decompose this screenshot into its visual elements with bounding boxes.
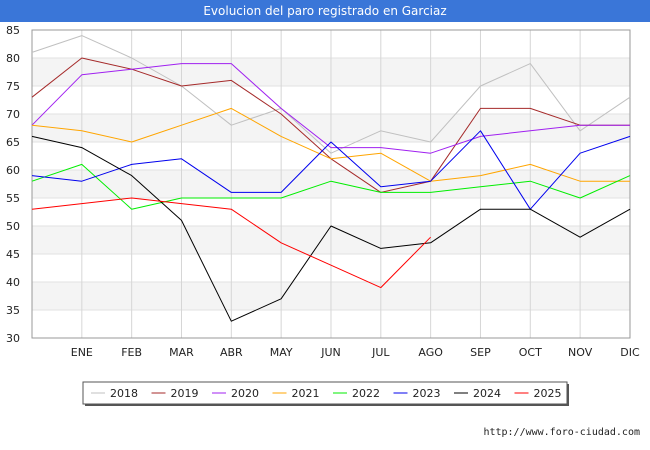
series-line-2020 xyxy=(31,63,630,154)
y-tick-label: 75 xyxy=(6,80,20,93)
legend-label: 2024 xyxy=(473,387,501,400)
legend-label: 2019 xyxy=(171,387,199,400)
y-tick-label: 65 xyxy=(6,136,20,149)
legend-label: 2022 xyxy=(352,387,380,400)
y-tick-label: 70 xyxy=(6,108,20,121)
series-line-2024 xyxy=(31,135,631,322)
x-tick-label: NOV xyxy=(568,346,593,359)
x-tick-label: ENE xyxy=(71,346,93,359)
x-tick-label: DIC xyxy=(620,346,640,359)
legend-label: 2023 xyxy=(413,387,441,400)
y-tick-label: 40 xyxy=(6,276,20,289)
x-tick-label: JUN xyxy=(320,346,341,359)
y-tick-label: 55 xyxy=(6,192,20,205)
x-tick-label: OCT xyxy=(519,346,542,359)
series-line-2021 xyxy=(31,107,630,182)
chart-title: Evolucion del paro registrado en Garciaz xyxy=(0,0,650,22)
x-tick-label: JUL xyxy=(371,346,390,359)
legend-label: 2021 xyxy=(292,387,320,400)
line-chart: 30 35 40 45 50 55 60 65 70 75 80 85 ENE FEB MAR ABR MAY J… xyxy=(6,24,640,406)
plot-frame xyxy=(31,29,631,339)
series-line-2022 xyxy=(31,163,631,210)
y-tick-label: 85 xyxy=(6,24,20,37)
y-tick-label: 45 xyxy=(6,248,20,261)
legend-label: 2025 xyxy=(534,387,562,400)
x-tick-label: AGO xyxy=(418,346,443,359)
series-line-2018 xyxy=(31,35,631,154)
y-tick-label: 60 xyxy=(6,164,20,177)
y-tick-label: 30 xyxy=(6,332,20,345)
x-tick-label: SEP xyxy=(470,346,491,359)
y-tick-label: 35 xyxy=(6,304,20,317)
y-tick-label: 80 xyxy=(6,52,20,65)
source-url[interactable]: http://www.foro-ciudad.com xyxy=(483,427,640,438)
legend-label: 2018 xyxy=(110,387,138,400)
x-tick-label: ABR xyxy=(220,346,243,359)
x-tick-label: MAR xyxy=(169,346,194,359)
series-line-2025 xyxy=(31,197,431,289)
legend-label: 2020 xyxy=(231,387,259,400)
x-tick-label: FEB xyxy=(121,346,142,359)
x-tick-label: MAY xyxy=(270,346,293,359)
legend-box xyxy=(82,381,568,405)
y-tick-label: 50 xyxy=(6,220,20,233)
